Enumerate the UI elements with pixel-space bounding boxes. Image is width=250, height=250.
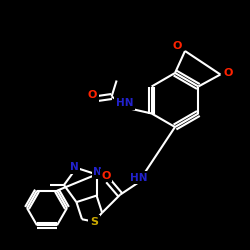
Text: HN: HN [116, 98, 133, 108]
Text: N: N [70, 162, 79, 172]
Text: S: S [90, 217, 98, 227]
Text: O: O [172, 41, 182, 51]
Text: N: N [93, 168, 102, 177]
Text: O: O [88, 90, 97, 101]
Text: O: O [224, 68, 233, 78]
Text: O: O [102, 171, 111, 181]
Text: HN: HN [130, 173, 148, 183]
